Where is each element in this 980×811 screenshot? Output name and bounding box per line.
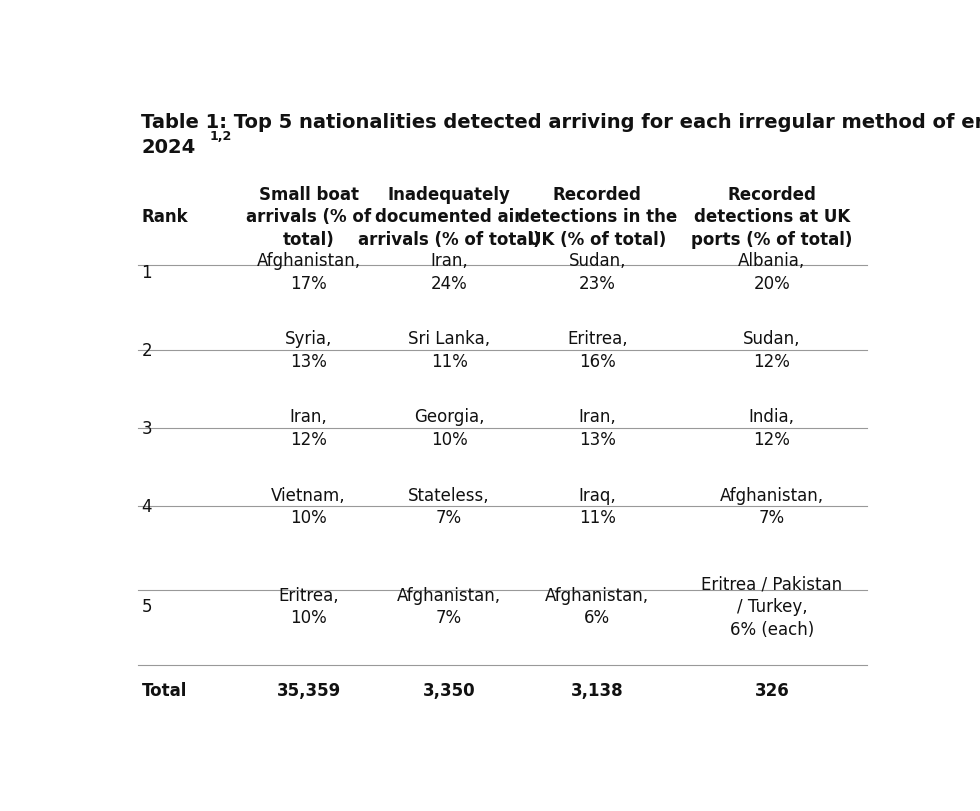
Text: Stateless,
7%: Stateless, 7% [409,486,490,527]
Text: India,
12%: India, 12% [749,408,795,448]
Text: 4: 4 [141,497,152,515]
Text: 326: 326 [755,681,789,700]
Text: Afghanistan,
17%: Afghanistan, 17% [257,251,361,293]
Text: 3,350: 3,350 [422,681,475,700]
Text: Iran,
12%: Iran, 12% [290,408,327,448]
Text: Inadequately
documented air
arrivals (% of total): Inadequately documented air arrivals (% … [358,186,540,248]
Text: Iran,
13%: Iran, 13% [578,408,616,448]
Text: Total: Total [141,681,187,700]
Text: Eritrea / Pakistan
/ Turkey,
6% (each): Eritrea / Pakistan / Turkey, 6% (each) [702,574,843,638]
Text: Afghanistan,
7%: Afghanistan, 7% [397,586,501,627]
Text: Georgia,
10%: Georgia, 10% [414,408,484,448]
Text: Afghanistan,
7%: Afghanistan, 7% [719,486,824,527]
Text: Table 1: Top 5 nationalities detected arriving for each irregular method of entr: Table 1: Top 5 nationalities detected ar… [141,113,980,132]
Text: 1: 1 [141,264,152,281]
Text: Sudan,
12%: Sudan, 12% [743,330,801,371]
Text: Eritrea,
10%: Eritrea, 10% [278,586,339,627]
Text: Iraq,
11%: Iraq, 11% [578,486,616,527]
Text: Recorded
detections at UK
ports (% of total): Recorded detections at UK ports (% of to… [691,186,853,248]
Text: 3: 3 [141,419,152,437]
Text: 3,138: 3,138 [571,681,623,700]
Text: 35,359: 35,359 [276,681,341,700]
Text: Iran,
24%: Iran, 24% [430,251,468,293]
Text: 2024: 2024 [141,138,196,157]
Text: 1,2: 1,2 [209,130,231,143]
Text: Sri Lanka,
11%: Sri Lanka, 11% [408,330,490,371]
Text: Albania,
20%: Albania, 20% [738,251,806,293]
Text: Rank: Rank [141,208,188,226]
Text: Sudan,
23%: Sudan, 23% [568,251,626,293]
Text: Eritrea,
16%: Eritrea, 16% [566,330,627,371]
Text: 2: 2 [141,341,152,359]
Text: Vietnam,
10%: Vietnam, 10% [271,486,346,527]
Text: Small boat
arrivals (% of
total): Small boat arrivals (% of total) [246,186,371,248]
Text: Recorded
detections in the
UK (% of total): Recorded detections in the UK (% of tota… [517,186,677,248]
Text: Syria,
13%: Syria, 13% [285,330,332,371]
Text: 5: 5 [141,597,152,616]
Text: Afghanistan,
6%: Afghanistan, 6% [545,586,650,627]
